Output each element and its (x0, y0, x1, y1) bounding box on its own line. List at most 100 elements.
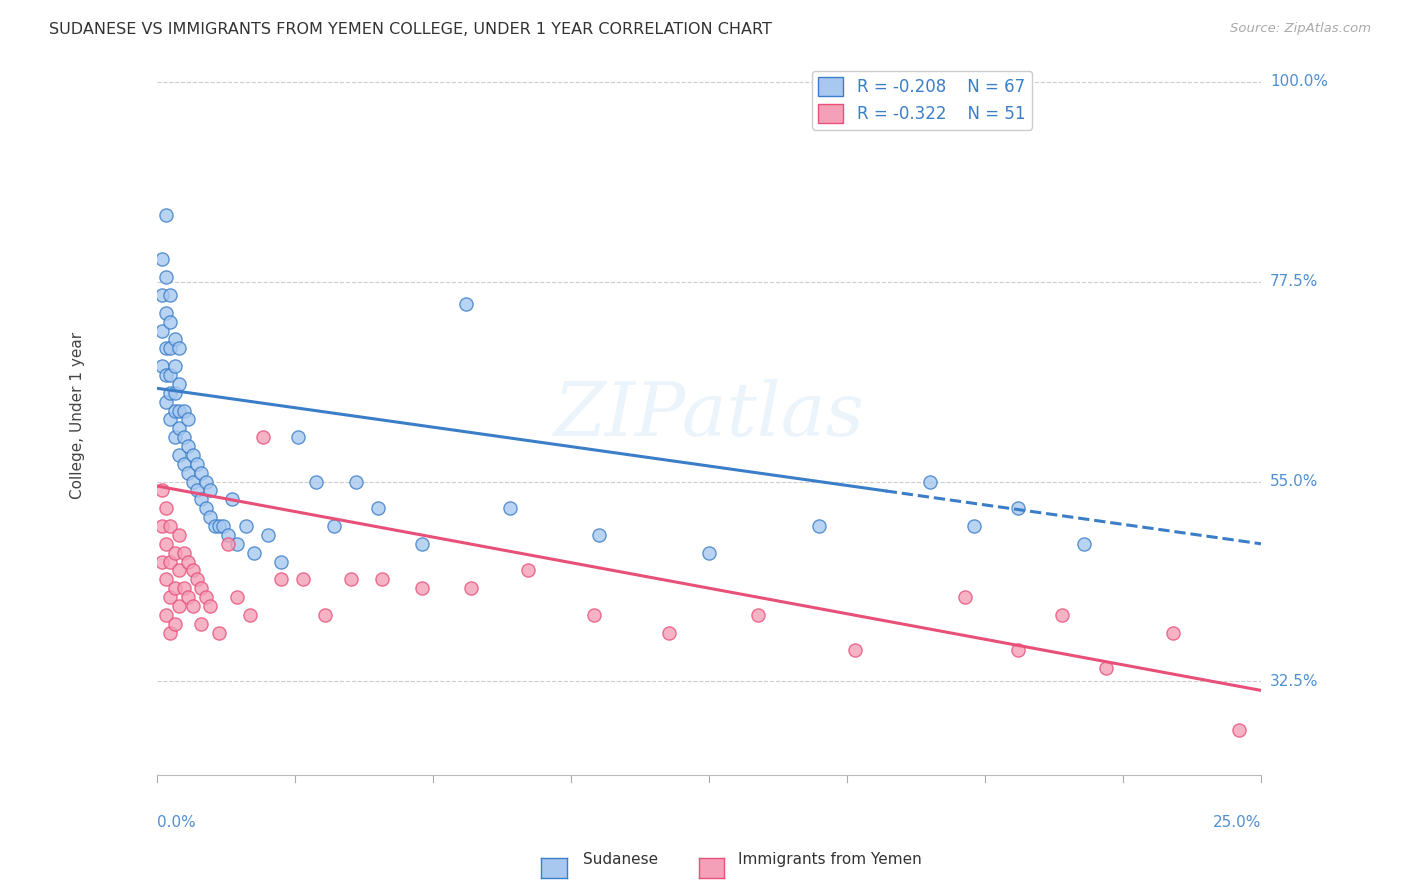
Point (217, 537, 239, 551)
Point (198, 483, 221, 498)
Point (181, 475, 204, 489)
Point (314, 607, 336, 622)
Point (697, 546, 720, 560)
Point (371, 572, 394, 586)
Point (159, 385, 181, 400)
Text: 77.5%: 77.5% (1270, 274, 1319, 289)
Point (159, 368, 181, 382)
Point (163, 430, 186, 444)
Point (169, 403, 191, 417)
Point (367, 501, 389, 516)
Point (155, 342, 177, 356)
Point (243, 546, 266, 560)
Point (217, 528, 239, 542)
Point (159, 519, 181, 533)
Point (1007, 501, 1029, 516)
Point (963, 519, 986, 533)
Point (150, 288, 173, 302)
Point (499, 501, 522, 516)
Point (159, 315, 181, 329)
Point (150, 359, 173, 373)
Point (517, 564, 540, 578)
Point (844, 643, 866, 657)
Point (340, 572, 363, 586)
Point (177, 439, 200, 453)
Point (747, 607, 769, 622)
Point (155, 537, 177, 551)
Point (208, 519, 231, 533)
Text: Source: ZipAtlas.com: Source: ZipAtlas.com (1230, 22, 1371, 36)
Text: 55.0%: 55.0% (1270, 474, 1319, 489)
Point (155, 306, 177, 320)
Point (198, 510, 221, 524)
Point (169, 564, 191, 578)
Text: 0.0%: 0.0% (157, 814, 195, 830)
Point (163, 546, 186, 560)
Point (169, 376, 191, 391)
Point (225, 537, 247, 551)
Point (155, 368, 177, 382)
Point (1227, 723, 1250, 738)
Point (808, 519, 831, 533)
Point (208, 625, 231, 640)
Point (252, 430, 274, 444)
Point (186, 457, 208, 471)
Point (186, 483, 208, 498)
Point (212, 519, 235, 533)
Point (159, 412, 181, 426)
Point (411, 537, 433, 551)
Point (150, 519, 173, 533)
Text: Immigrants from Yemen: Immigrants from Yemen (738, 852, 922, 867)
Point (159, 342, 181, 356)
Point (588, 528, 610, 542)
Point (583, 607, 606, 622)
Point (291, 572, 314, 586)
Legend: R = -0.208    N = 67, R = -0.322    N = 51: R = -0.208 N = 67, R = -0.322 N = 51 (811, 70, 1032, 129)
Point (1161, 625, 1184, 640)
Point (163, 403, 186, 417)
Point (181, 599, 204, 613)
Point (155, 572, 177, 586)
Point (190, 616, 212, 631)
Point (1095, 661, 1118, 675)
Point (239, 607, 262, 622)
Point (221, 492, 243, 507)
Point (159, 288, 181, 302)
Point (163, 385, 186, 400)
Point (256, 528, 278, 542)
Point (169, 599, 191, 613)
Point (190, 492, 212, 507)
Point (169, 421, 191, 435)
Point (1007, 643, 1029, 657)
Point (155, 501, 177, 516)
Point (1052, 607, 1074, 622)
Point (163, 359, 186, 373)
Point (173, 403, 195, 417)
Point (270, 555, 292, 569)
Point (150, 483, 173, 498)
Point (305, 475, 328, 489)
Point (190, 466, 212, 480)
Point (181, 448, 204, 462)
Text: College, Under 1 year: College, Under 1 year (70, 332, 86, 499)
Point (953, 590, 976, 604)
Point (163, 333, 186, 347)
Point (235, 519, 257, 533)
Point (150, 324, 173, 338)
Point (658, 625, 681, 640)
Point (159, 590, 181, 604)
Point (173, 430, 195, 444)
Point (1073, 537, 1095, 551)
Point (194, 590, 217, 604)
Point (155, 394, 177, 409)
Point (150, 555, 173, 569)
Point (169, 448, 191, 462)
Point (194, 475, 217, 489)
Point (322, 519, 344, 533)
Point (194, 501, 217, 516)
Point (159, 625, 181, 640)
Point (159, 555, 181, 569)
Point (150, 252, 173, 267)
Text: SUDANESE VS IMMIGRANTS FROM YEMEN COLLEGE, UNDER 1 YEAR CORRELATION CHART: SUDANESE VS IMMIGRANTS FROM YEMEN COLLEG… (49, 22, 772, 37)
Point (177, 555, 200, 569)
